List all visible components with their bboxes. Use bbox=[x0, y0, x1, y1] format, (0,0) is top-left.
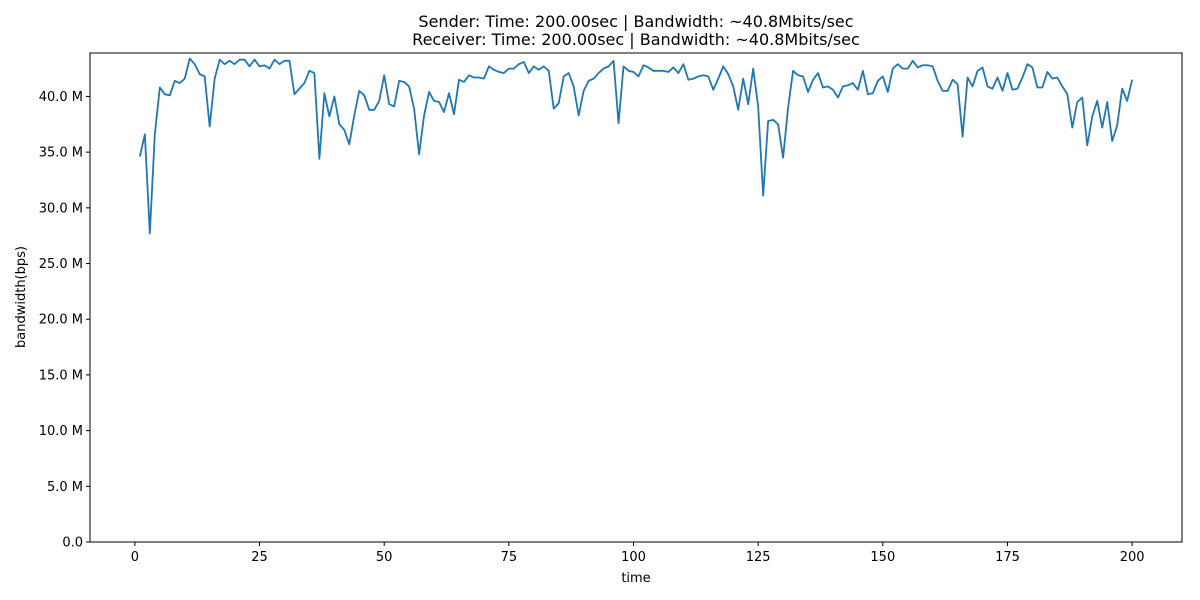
x-tick-label: 100 bbox=[621, 550, 646, 565]
x-tick-label: 175 bbox=[995, 550, 1020, 565]
y-axis: 0.0 5.0 M 10.0 M 15.0 M 20.0 M 25.0 M 30.0 M 35… bbox=[39, 90, 90, 551]
x-tick-label: 25 bbox=[251, 550, 268, 565]
x-tick-label: 50 bbox=[376, 550, 393, 565]
x-tick-label: 0 bbox=[131, 550, 139, 565]
x-tick-label: 200 bbox=[1120, 550, 1145, 565]
plot-area bbox=[138, 57, 1134, 235]
y-tick-label: 10.0 M bbox=[39, 424, 83, 439]
y-tick-label: 0.0 bbox=[62, 536, 83, 551]
x-tick-label: 125 bbox=[746, 550, 771, 565]
y-tick-label: 40.0 M bbox=[39, 90, 83, 105]
chart-title-line-2: Receiver: Time: 200.00sec | Bandwidth: ~… bbox=[412, 30, 860, 49]
x-axis-label: time bbox=[621, 571, 650, 586]
chart-title-line-1: Sender: Time: 200.00sec | Bandwidth: ~40… bbox=[418, 12, 853, 31]
plot-frame bbox=[89, 52, 1183, 543]
y-tick-label: 30.0 M bbox=[39, 201, 83, 216]
y-axis-label: bandwidth(bps) bbox=[14, 246, 29, 348]
y-tick-label: 15.0 M bbox=[39, 368, 83, 383]
y-tick-label: 25.0 M bbox=[39, 257, 83, 272]
y-tick-label: 5.0 M bbox=[47, 480, 83, 495]
x-tick-label: 75 bbox=[501, 550, 518, 565]
x-tick-label: 150 bbox=[870, 550, 895, 565]
y-tick-label: 35.0 M bbox=[39, 146, 83, 161]
x-axis: 0 25 50 75 100 125 150 175 200 bbox=[131, 542, 1145, 565]
y-tick-label: 20.0 M bbox=[39, 313, 83, 328]
bandwidth-series-line bbox=[138, 57, 1134, 235]
